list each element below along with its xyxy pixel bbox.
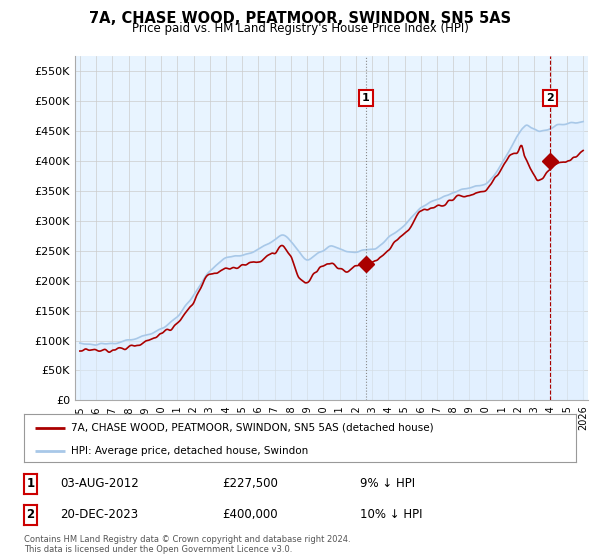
Text: £227,500: £227,500 — [222, 477, 278, 491]
Text: 2: 2 — [26, 508, 35, 521]
Text: Contains HM Land Registry data © Crown copyright and database right 2024.
This d: Contains HM Land Registry data © Crown c… — [24, 535, 350, 554]
Text: HPI: Average price, detached house, Swindon: HPI: Average price, detached house, Swin… — [71, 446, 308, 456]
Text: 7A, CHASE WOOD, PEATMOOR, SWINDON, SN5 5AS (detached house): 7A, CHASE WOOD, PEATMOOR, SWINDON, SN5 5… — [71, 423, 434, 433]
Text: 20-DEC-2023: 20-DEC-2023 — [60, 508, 138, 521]
Text: 03-AUG-2012: 03-AUG-2012 — [60, 477, 139, 491]
Text: 1: 1 — [362, 93, 370, 103]
Text: Price paid vs. HM Land Registry's House Price Index (HPI): Price paid vs. HM Land Registry's House … — [131, 22, 469, 35]
Text: £400,000: £400,000 — [222, 508, 278, 521]
Text: 10% ↓ HPI: 10% ↓ HPI — [360, 508, 422, 521]
Text: 2: 2 — [546, 93, 554, 103]
Text: 7A, CHASE WOOD, PEATMOOR, SWINDON, SN5 5AS: 7A, CHASE WOOD, PEATMOOR, SWINDON, SN5 5… — [89, 11, 511, 26]
Text: 1: 1 — [26, 477, 35, 491]
Text: 9% ↓ HPI: 9% ↓ HPI — [360, 477, 415, 491]
